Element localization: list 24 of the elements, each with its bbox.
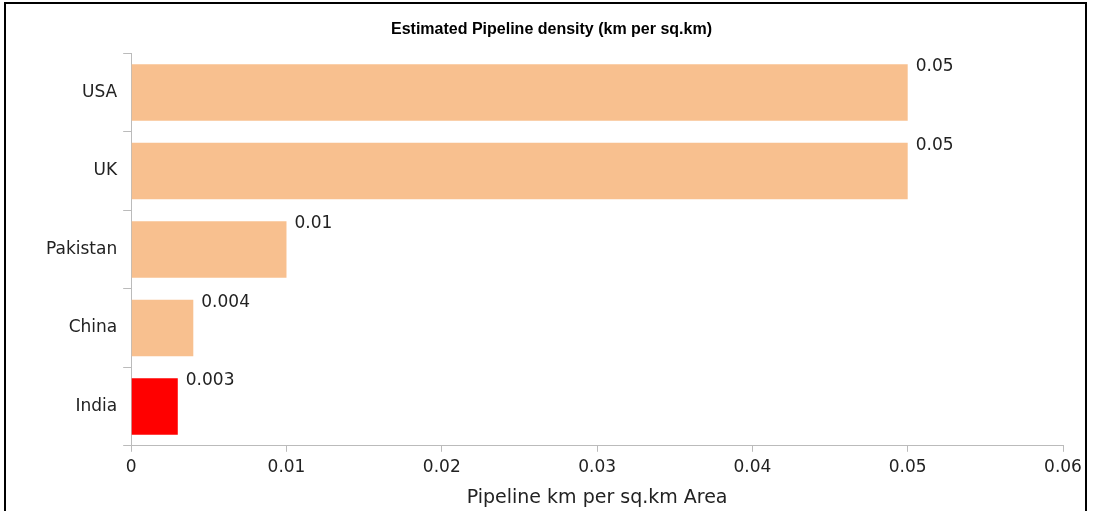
y-tick-label: UK xyxy=(93,159,119,180)
bar xyxy=(131,378,178,435)
y-tick-label: China xyxy=(68,316,118,337)
x-tick-label: 0.04 xyxy=(733,456,772,477)
x-tick-label: 0.02 xyxy=(422,456,461,477)
data-label: 0.004 xyxy=(201,290,250,311)
x-tick-label: 0.01 xyxy=(267,456,306,477)
data-label: 0.003 xyxy=(185,369,235,390)
data-label: 0.05 xyxy=(915,133,954,154)
bar xyxy=(131,142,908,200)
y-tick-label: Pakistan xyxy=(46,237,118,258)
x-tick-label: 0.06 xyxy=(1044,456,1082,477)
y-tick-label: USA xyxy=(82,80,118,101)
x-tick-label: 0.05 xyxy=(888,456,927,477)
x-tick-label: 0 xyxy=(125,456,137,477)
data-label: 0.05 xyxy=(915,55,954,76)
y-tick-label: India xyxy=(75,394,118,415)
x-tick-label: 0.03 xyxy=(578,456,617,477)
bar xyxy=(131,299,194,357)
x-axis-title: Pipeline km per sq.km Area xyxy=(466,484,728,507)
bar xyxy=(131,64,908,121)
data-label: 0.01 xyxy=(294,212,333,233)
bar xyxy=(131,221,287,278)
chart-title: Estimated Pipeline density (km per sq.km) xyxy=(391,20,712,38)
